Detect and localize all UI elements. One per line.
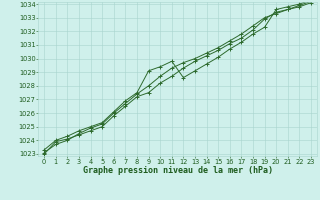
X-axis label: Graphe pression niveau de la mer (hPa): Graphe pression niveau de la mer (hPa) bbox=[83, 166, 273, 175]
